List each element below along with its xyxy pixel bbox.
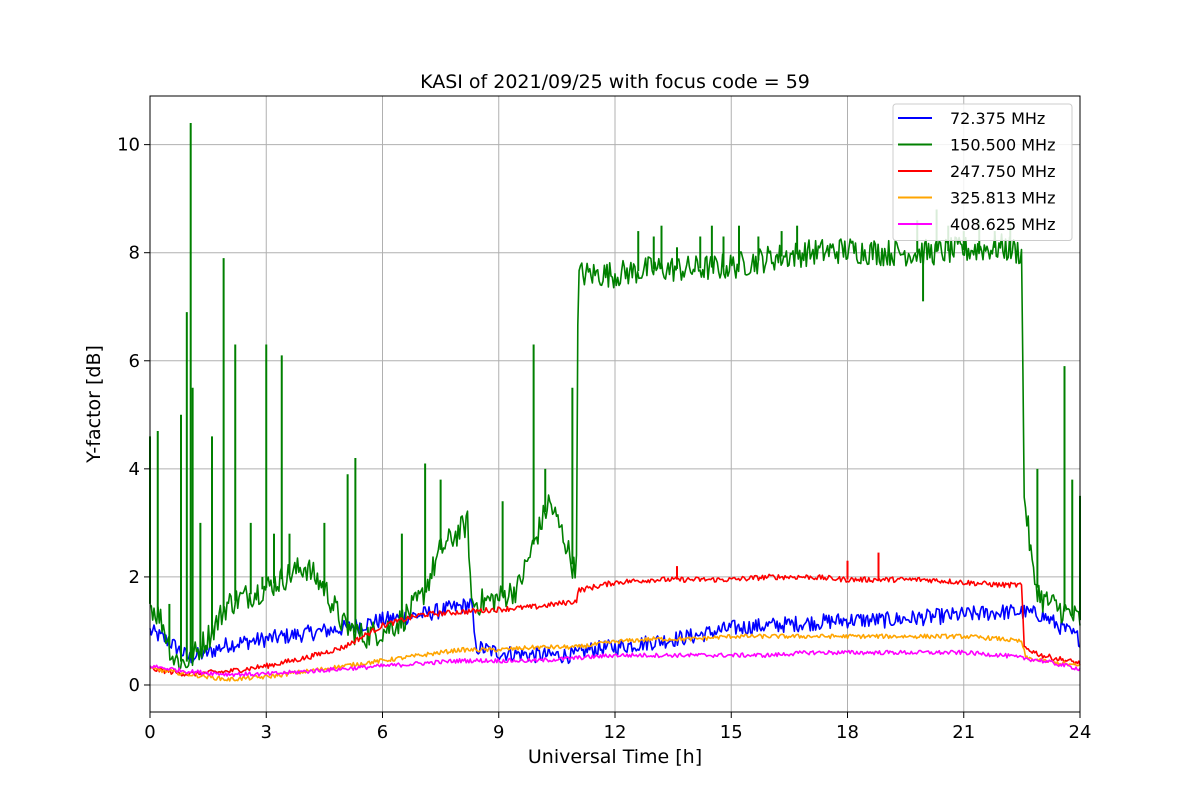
series-4 [149,649,1081,678]
x-tick-label: 18 [836,722,859,743]
x-tick-label: 0 [144,722,155,743]
series-layer [149,123,1081,682]
series-line [149,573,1081,677]
series-line [149,233,1081,671]
legend-label: 150.500 MHz [950,136,1055,155]
series-line [149,633,1080,682]
x-tick-label: 15 [720,722,743,743]
x-tick-label: 3 [261,722,272,743]
y-axis-label: Y-factor [dB] [83,345,105,464]
x-tick-label: 21 [952,722,975,743]
legend: 72.375 MHz 150.500 MHz 247.750 MHz 325.813 … [892,103,1073,241]
grid [149,96,1081,712]
legend-label: 72.375 MHz [950,109,1045,128]
y-tick-label: 4 [129,459,140,480]
legend-label: 247.750 MHz [950,162,1055,181]
series-line [149,649,1081,678]
x-tick-label: 6 [377,722,388,743]
legend-box [892,103,1073,241]
y-tick-label: 6 [129,351,140,372]
y-tick-label: 8 [129,243,140,264]
series-2 [149,552,1081,677]
legend-label: 325.813 MHz [950,189,1055,208]
series-3 [149,633,1080,682]
legend-label: 408.625 MHz [950,215,1055,234]
x-tick-label: 12 [604,722,627,743]
x-tick-label: 24 [1069,722,1092,743]
y-tick-label: 0 [129,675,140,696]
y-tick-label: 10 [117,135,140,156]
y-tick-label: 2 [129,567,140,588]
x-tick-label: 9 [493,722,504,743]
x-axis-label: Universal Time [h] [528,746,702,768]
series-0 [149,598,1081,665]
series-line [149,598,1081,665]
chart-title: KASI of 2021/09/25 with focus code = 59 [420,71,810,93]
